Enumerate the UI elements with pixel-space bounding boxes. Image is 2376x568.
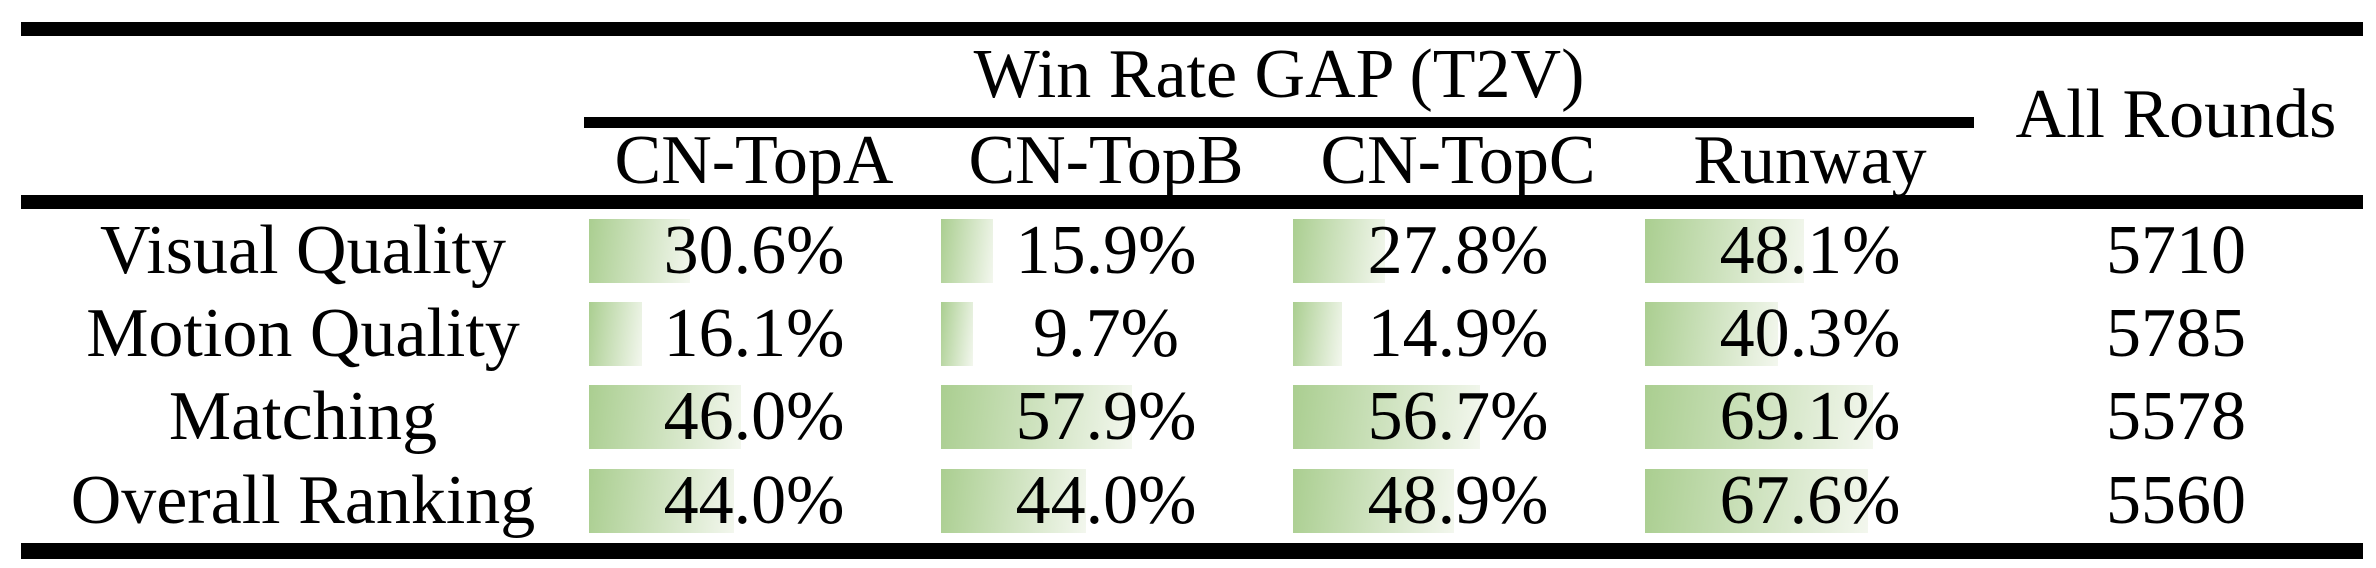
win-rate-value: 67.6%: [1719, 461, 1901, 539]
value-cell: 48.9%: [1293, 459, 1623, 542]
win-rate-value: 48.1%: [1719, 211, 1901, 289]
table-title: Win Rate GAP (T2V): [973, 35, 1585, 113]
column-header-cn-topc: CN-TopC: [1320, 122, 1596, 199]
value-cell: 16.1%: [589, 292, 919, 375]
win-rate-bar: [941, 384, 1133, 449]
win-rate-value: 16.1%: [663, 294, 845, 372]
table-top-rule: [21, 22, 2363, 36]
win-rate-value: 69.1%: [1719, 377, 1901, 455]
win-rate-value: 48.9%: [1367, 461, 1549, 539]
value-cell: 67.6%: [1645, 459, 1975, 542]
win-rate-bar: [941, 301, 973, 366]
value-cell: 15.9%: [941, 209, 1271, 292]
win-rate-value: 44.0%: [663, 461, 845, 539]
win-rate-value: 27.8%: [1367, 211, 1549, 289]
table-row: Visual Quality 30.6% 15.9% 27.8% 48.1% 5…: [0, 209, 2376, 292]
value-cell: 9.7%: [941, 292, 1271, 375]
value-cell: 56.7%: [1293, 375, 1623, 458]
win-rate-bar: [1293, 218, 1385, 283]
value-cell: 48.1%: [1645, 209, 1975, 292]
value-cell: 44.0%: [941, 459, 1271, 542]
row-label: Motion Quality: [86, 294, 520, 372]
column-header-cn-topa: CN-TopA: [614, 122, 894, 199]
win-rate-value: 46.0%: [663, 377, 845, 455]
all-rounds-value: 5560: [2106, 461, 2246, 539]
win-rate-bar: [1645, 384, 1874, 449]
row-label: Overall Ranking: [70, 461, 536, 539]
win-rate-value: 14.9%: [1367, 294, 1549, 372]
win-rate-bar: [941, 218, 994, 283]
row-label: Visual Quality: [99, 211, 507, 289]
all-rounds-value: 5710: [2106, 211, 2246, 289]
win-rate-bar: [1645, 468, 1869, 533]
column-header-runway: Runway: [1693, 122, 1927, 199]
column-group-rule: [584, 117, 1974, 128]
win-rate-value: 57.9%: [1015, 377, 1197, 455]
value-cell: 44.0%: [589, 459, 919, 542]
table-bottom-rule: [21, 543, 2363, 559]
table-row: Motion Quality 16.1% 9.7% 14.9% 40.3% 57…: [0, 292, 2376, 375]
value-cell: 69.1%: [1645, 375, 1975, 458]
value-cell: 30.6%: [589, 209, 919, 292]
value-cell: 40.3%: [1645, 292, 1975, 375]
header-separator-rule: [21, 195, 2363, 209]
win-rate-bar: [1645, 301, 1778, 366]
win-rate-bar: [1293, 384, 1481, 449]
row-label: Matching: [168, 377, 438, 455]
column-header-row: CN-TopA CN-TopB CN-TopC Runway: [0, 122, 2376, 199]
all-rounds-value: 5785: [2106, 294, 2246, 372]
table-row: Matching 46.0% 57.9% 56.7% 69.1% 5578: [0, 375, 2376, 458]
win-rate-value: 15.9%: [1015, 211, 1197, 289]
win-rate-bar: [941, 468, 1087, 533]
win-rate-bar: [1645, 218, 1804, 283]
win-rate-value: 56.7%: [1367, 377, 1549, 455]
value-cell: 46.0%: [589, 375, 919, 458]
value-cell: 27.8%: [1293, 209, 1623, 292]
value-cell: 57.9%: [941, 375, 1271, 458]
table-row: Overall Ranking 44.0% 44.0% 48.9% 67.6% …: [0, 459, 2376, 542]
win-rate-value: 9.7%: [1033, 294, 1179, 372]
all-rounds-value: 5578: [2106, 377, 2246, 455]
win-rate-bar: [1293, 301, 1343, 366]
win-rate-bar: [589, 468, 735, 533]
column-header-cn-topb: CN-TopB: [968, 122, 1244, 199]
all-rounds-header: All Rounds: [2015, 76, 2337, 153]
win-rate-bar: [1293, 468, 1455, 533]
win-rate-value: 40.3%: [1719, 294, 1901, 372]
win-rate-value: 44.0%: [1015, 461, 1197, 539]
win-rate-bar: [589, 384, 741, 449]
win-rate-bar: [589, 218, 690, 283]
value-cell: 14.9%: [1293, 292, 1623, 375]
win-rate-bar: [589, 301, 643, 366]
win-rate-value: 30.6%: [663, 211, 845, 289]
